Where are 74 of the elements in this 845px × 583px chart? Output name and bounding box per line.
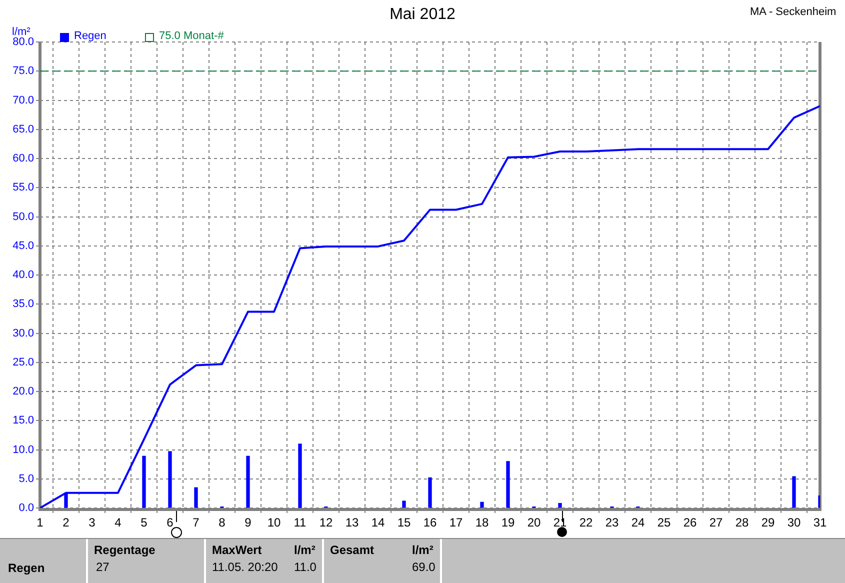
x-tick-label: 26 <box>683 516 697 530</box>
y-tick-label: 65.0 <box>12 123 34 136</box>
text: MaxWert <box>212 543 262 557</box>
y-tick-label: 45.0 <box>12 240 34 252</box>
text: Regen <box>8 561 45 575</box>
bar <box>506 461 510 508</box>
bar <box>402 500 406 508</box>
x-tick-label: 5 <box>140 516 148 530</box>
bar <box>194 487 198 508</box>
y-axis-title: l/m² <box>12 26 30 38</box>
x-tick-label: 3 <box>88 516 96 530</box>
y-tick-label: 25.0 <box>12 356 34 368</box>
x-tick-label: 4 <box>114 516 122 530</box>
x-tick-label: 27 <box>709 516 723 530</box>
y-tick-label: 75.0 <box>12 65 34 78</box>
x-tick-label: 18 <box>475 516 489 530</box>
bar <box>246 456 250 508</box>
y-tick-label: 80.0 <box>12 36 34 48</box>
x-tick-label: 16 <box>423 516 437 530</box>
y-tick-label: 40.0 <box>12 269 34 282</box>
x-tick-label: 22 <box>579 516 593 530</box>
y-tick-label: 15.0 <box>12 414 34 427</box>
x-tick-label: 25 <box>657 516 671 530</box>
x-tick-label: 14 <box>371 516 385 530</box>
x-tick-label: 15 <box>397 516 411 530</box>
x-tick-label: 6 <box>166 516 174 530</box>
x-tick-label: 7 <box>192 516 200 530</box>
x-tick-label: 13 <box>345 516 359 530</box>
y-tick-label: 0.0 <box>18 502 34 514</box>
x-tick-label: 19 <box>501 516 515 530</box>
x-tick-label: 28 <box>735 516 749 530</box>
bar <box>168 451 172 508</box>
text: Gesamt <box>330 543 374 557</box>
text: 11.05. 20:20 <box>212 560 278 574</box>
bar <box>558 503 562 508</box>
y-tick-label: 5.0 <box>18 472 34 485</box>
x-tick-label: 21 <box>553 516 567 530</box>
y-tick-label: 30.0 <box>12 327 34 340</box>
text: l/m² <box>294 543 316 557</box>
x-tick-label: 20 <box>527 516 541 530</box>
text: 11.0 <box>294 560 316 574</box>
text: MA - Seckenheim <box>750 6 836 18</box>
y-tick-label: 10.0 <box>12 444 34 456</box>
x-tick-label: 31 <box>813 516 827 530</box>
x-tick-label: 2 <box>62 516 70 530</box>
y-tick-label: 55.0 <box>12 182 34 194</box>
text: 27 <box>96 560 110 574</box>
text: 69.0 <box>412 560 436 574</box>
y-tick-label: 50.0 <box>12 210 34 223</box>
y-tick-label: 20.0 <box>12 386 34 398</box>
y-tick-label: 60.0 <box>12 152 34 165</box>
y-tick-label: 70.0 <box>12 94 34 106</box>
chart-title: Mai 2012 <box>390 6 456 23</box>
x-tick-label: 30 <box>787 516 801 530</box>
legend-label: Regen <box>74 30 106 42</box>
text: Regentage <box>94 543 156 557</box>
x-tick-label: 12 <box>319 516 333 530</box>
bar <box>792 476 796 508</box>
x-tick-label: 8 <box>218 516 226 530</box>
text: l/m² <box>412 543 434 557</box>
bar <box>298 444 302 508</box>
x-tick-label: 1 <box>36 516 44 530</box>
x-tick-label: 23 <box>605 516 619 530</box>
x-tick-label: 29 <box>761 516 775 530</box>
bar <box>480 502 484 508</box>
x-tick-label: 11 <box>294 516 307 530</box>
legend-label: 75.0 Monat-# <box>159 30 224 42</box>
y-tick-label: 35.0 <box>12 298 34 310</box>
x-tick-label: 9 <box>244 516 252 530</box>
x-tick-label: 10 <box>267 516 281 530</box>
x-tick-label: 17 <box>449 516 463 530</box>
bar <box>428 477 432 508</box>
bar <box>142 456 146 508</box>
x-tick-label: 24 <box>631 516 645 530</box>
